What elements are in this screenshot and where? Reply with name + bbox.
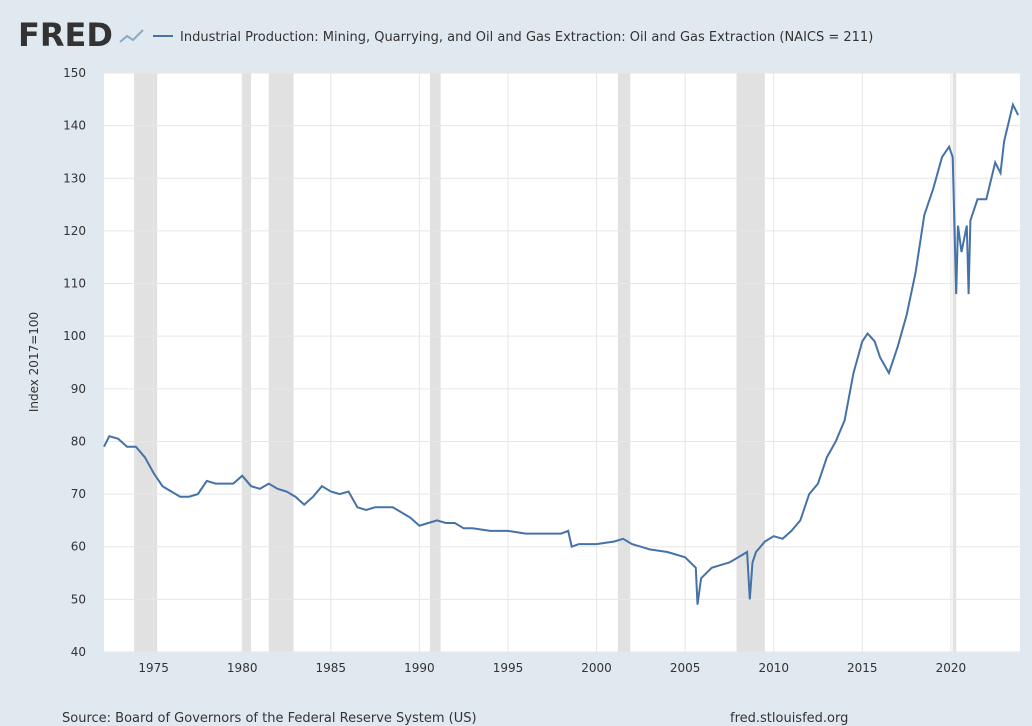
x-tick-label: 2000	[581, 661, 612, 675]
recession-band	[242, 73, 252, 652]
recession-band	[268, 73, 294, 652]
plot-area	[104, 73, 1020, 652]
y-tick-label: 120	[63, 224, 86, 238]
x-tick-label: 1985	[316, 661, 347, 675]
y-tick-label: 150	[63, 66, 86, 80]
x-tick-label: 2015	[847, 661, 878, 675]
x-tick-label: 2020	[936, 661, 967, 675]
y-tick-label: 110	[63, 277, 86, 291]
y-tick-label: 70	[71, 487, 86, 501]
y-tick-label: 130	[63, 171, 86, 185]
legend-label: Industrial Production: Mining, Quarrying…	[180, 30, 873, 45]
x-tick-label: 2010	[758, 661, 789, 675]
y-tick-label: 140	[63, 119, 86, 133]
recession-band	[430, 73, 441, 652]
y-tick-label: 90	[71, 382, 86, 396]
logo-icon	[119, 29, 144, 43]
y-tick-label: 40	[71, 645, 86, 659]
recession-band	[134, 73, 158, 652]
x-tick-label: 2005	[670, 661, 701, 675]
site: fred.stlouisfed.org	[730, 711, 848, 726]
x-tick-label: 1980	[227, 661, 258, 675]
x-tick-label: 1975	[138, 661, 169, 675]
y-tick-label: 50	[71, 592, 86, 606]
recession-band	[617, 73, 631, 652]
recession-band	[952, 73, 957, 652]
logo: FRED	[18, 16, 113, 54]
y-tick-label: 60	[71, 540, 86, 554]
source: Source: Board of Governors of the Federa…	[62, 711, 477, 726]
y-tick-label: 80	[71, 434, 86, 448]
recession-band	[736, 73, 765, 652]
x-tick-label: 1990	[404, 661, 435, 675]
y-tick-label: 100	[63, 329, 86, 343]
x-tick-label: 1995	[493, 661, 524, 675]
y-axis-label: Index 2017=100	[27, 312, 41, 412]
data-line	[103, 101, 1020, 605]
